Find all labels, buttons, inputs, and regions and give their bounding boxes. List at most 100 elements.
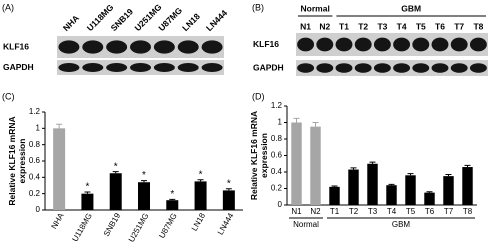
group-label: Normal: [293, 220, 319, 229]
x-tick-label: LN18: [190, 211, 208, 233]
bar: [53, 128, 66, 210]
band: [58, 40, 80, 54]
error-bar: [388, 183, 395, 186]
error-bar: [197, 179, 204, 182]
lane-label: T8: [473, 21, 483, 31]
error-bar: [225, 188, 232, 191]
bar: [194, 181, 207, 210]
significance: *: [85, 182, 89, 193]
band: [469, 63, 487, 73]
x-tick-label: T7: [444, 207, 454, 216]
y-axis-label: Relative KLF16 mRNAexpression: [7, 116, 27, 205]
y-tick-label: 0.4: [29, 172, 41, 181]
band: [106, 63, 128, 72]
band: [412, 37, 430, 52]
band: [130, 40, 151, 54]
x-tick-label: T5: [406, 207, 416, 216]
bar: [291, 122, 302, 205]
lane-label: LN444: [204, 8, 229, 33]
lane-label: NHA: [61, 13, 81, 33]
bar: [222, 190, 235, 210]
lane-label: T5: [416, 21, 426, 31]
x-tick-label: N1: [291, 207, 302, 216]
band: [297, 37, 315, 52]
lane-label: T3: [377, 21, 387, 31]
y-axis-label-line: Relative KLF16 mRNA: [7, 116, 17, 205]
lane-label: N2: [319, 21, 330, 31]
y-axis-label-line: expression: [17, 139, 27, 184]
lane-label: T2: [358, 21, 368, 31]
y-tick-label: 0.6: [271, 151, 283, 160]
error-bar: [407, 173, 414, 176]
band: [412, 63, 430, 73]
lane-label: T4: [397, 21, 407, 31]
band: [469, 37, 487, 52]
x-tick-label: T3: [368, 207, 378, 216]
x-tick-label: N2: [310, 207, 321, 216]
significance: *: [227, 178, 231, 189]
error-bar: [445, 173, 452, 177]
band: [316, 37, 334, 52]
lane-label: T1: [339, 21, 349, 31]
error-bar: [464, 164, 471, 168]
bar: [386, 185, 397, 205]
y-axis-label-line: Relative KLF16 mRNA: [249, 111, 259, 200]
x-tick-label: U87MG: [157, 212, 179, 240]
y-tick-label: 1: [278, 118, 283, 127]
panel-label: (C): [2, 91, 15, 101]
band: [153, 40, 175, 54]
lane-label: LN18: [180, 11, 202, 33]
band: [450, 63, 468, 73]
x-tick-label: U118MG: [70, 212, 94, 243]
band: [82, 63, 104, 72]
error-bar: [350, 167, 357, 170]
y-tick-label: 1.2: [271, 101, 283, 110]
significance: *: [199, 169, 203, 180]
band: [431, 37, 449, 52]
band: [316, 63, 334, 73]
row-label: GAPDH: [3, 62, 34, 72]
band: [297, 63, 315, 73]
band: [373, 37, 391, 52]
bar: [166, 200, 179, 210]
y-tick-label: 1: [36, 123, 41, 132]
group-label: Normal: [301, 3, 330, 13]
x-tick-label: LN444: [216, 211, 236, 236]
lane-label: T7: [454, 21, 464, 31]
y-axis-label-line: expression: [259, 133, 269, 178]
row-label: KLF16: [3, 41, 29, 51]
band: [354, 63, 372, 73]
bar: [443, 176, 454, 205]
band: [431, 63, 449, 73]
y-tick-label: 0.8: [29, 140, 41, 149]
lane-label: N1: [300, 21, 311, 31]
lane-label: T6: [435, 21, 445, 31]
band: [106, 40, 128, 54]
y-axis-label: Relative KLF16 mRNAexpression: [249, 111, 269, 200]
error-bar: [331, 185, 338, 187]
band: [335, 63, 353, 73]
panel-label: (B): [252, 2, 264, 12]
significance: *: [114, 161, 118, 172]
error-bar: [84, 191, 91, 194]
band: [373, 63, 391, 73]
error-bar: [56, 123, 63, 129]
panel-label: (D): [252, 91, 265, 101]
panel-label: (A): [2, 2, 14, 12]
error-bar: [141, 180, 147, 183]
bar: [367, 163, 378, 205]
x-tick-label: T6: [425, 207, 435, 216]
bar: [424, 192, 435, 205]
x-tick-label: NHA: [49, 211, 66, 231]
band: [58, 63, 80, 72]
x-tick-label: U251MG: [127, 212, 151, 243]
y-tick-label: 0: [36, 205, 41, 214]
x-tick-label: T2: [349, 207, 359, 216]
group-label: GBM: [401, 3, 421, 13]
band: [450, 37, 468, 52]
error-bar: [112, 171, 119, 174]
band: [335, 37, 353, 52]
error-bar: [369, 161, 376, 164]
band: [82, 40, 104, 54]
